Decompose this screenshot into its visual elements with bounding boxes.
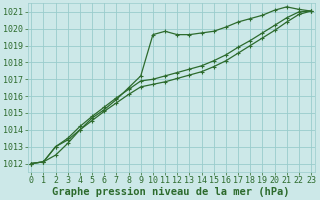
X-axis label: Graphe pression niveau de la mer (hPa): Graphe pression niveau de la mer (hPa) — [52, 186, 290, 197]
